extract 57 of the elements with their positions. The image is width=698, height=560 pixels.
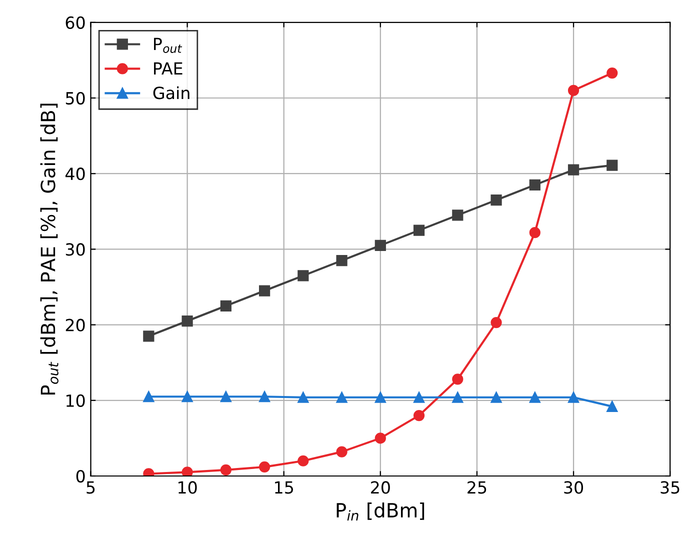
point: [336, 254, 348, 266]
x-axis-title: P$_{in}$ [dBm]: [336, 502, 424, 521]
x-tick-label: 10: [178, 481, 197, 494]
point: [606, 160, 618, 171]
point: [182, 391, 193, 402]
point: [374, 432, 386, 444]
point: [606, 400, 618, 412]
point: [336, 392, 348, 403]
point: [182, 315, 193, 327]
y-tick-label: 0: [76, 470, 85, 483]
point: [298, 392, 309, 403]
point: [220, 391, 232, 402]
point: [258, 285, 270, 296]
x-tick-label: 15: [275, 481, 293, 494]
point: [336, 446, 348, 458]
point: [568, 84, 580, 96]
point: [490, 316, 502, 328]
point: [143, 330, 154, 342]
x-tick-label: 20: [371, 481, 390, 494]
point: [298, 455, 309, 466]
legend-label: PAE: [154, 62, 182, 75]
point: [374, 240, 386, 251]
y-axis-title: P$_{out}$ [dBm], PAE [%], Gain [dB]: [40, 104, 58, 394]
x-tick-label: 35: [660, 481, 680, 494]
point: [490, 194, 502, 206]
legend-label: Gain: [153, 86, 190, 100]
point: [529, 179, 540, 190]
point: [568, 392, 580, 403]
point: [374, 392, 386, 403]
point: [220, 300, 232, 312]
y-tick-label: 10: [66, 394, 85, 407]
point: [490, 392, 502, 403]
x-tick-label: 30: [564, 481, 584, 494]
point: [568, 164, 580, 176]
point: [413, 410, 425, 422]
point: [298, 270, 309, 282]
y-tick-label: 60: [66, 16, 85, 29]
point: [606, 67, 618, 79]
point: [529, 392, 540, 403]
y-tick-label: 40: [65, 168, 85, 180]
x-tick-label: 5: [86, 481, 95, 494]
legend-label: P$_{out}$: [154, 38, 182, 53]
point: [143, 391, 154, 402]
point: [452, 392, 464, 403]
point: [529, 227, 540, 238]
point: [413, 224, 425, 236]
x-tick-label: 25: [468, 481, 486, 494]
point: [182, 466, 193, 476]
point: [452, 374, 464, 385]
point: [258, 391, 270, 402]
y-tick-label: 50: [66, 92, 85, 105]
point: [258, 461, 270, 472]
point: [220, 464, 232, 476]
point: [413, 392, 425, 403]
y-tick-label: 20: [66, 318, 85, 332]
point: [452, 210, 464, 221]
y-tick-label: 30: [66, 243, 85, 256]
